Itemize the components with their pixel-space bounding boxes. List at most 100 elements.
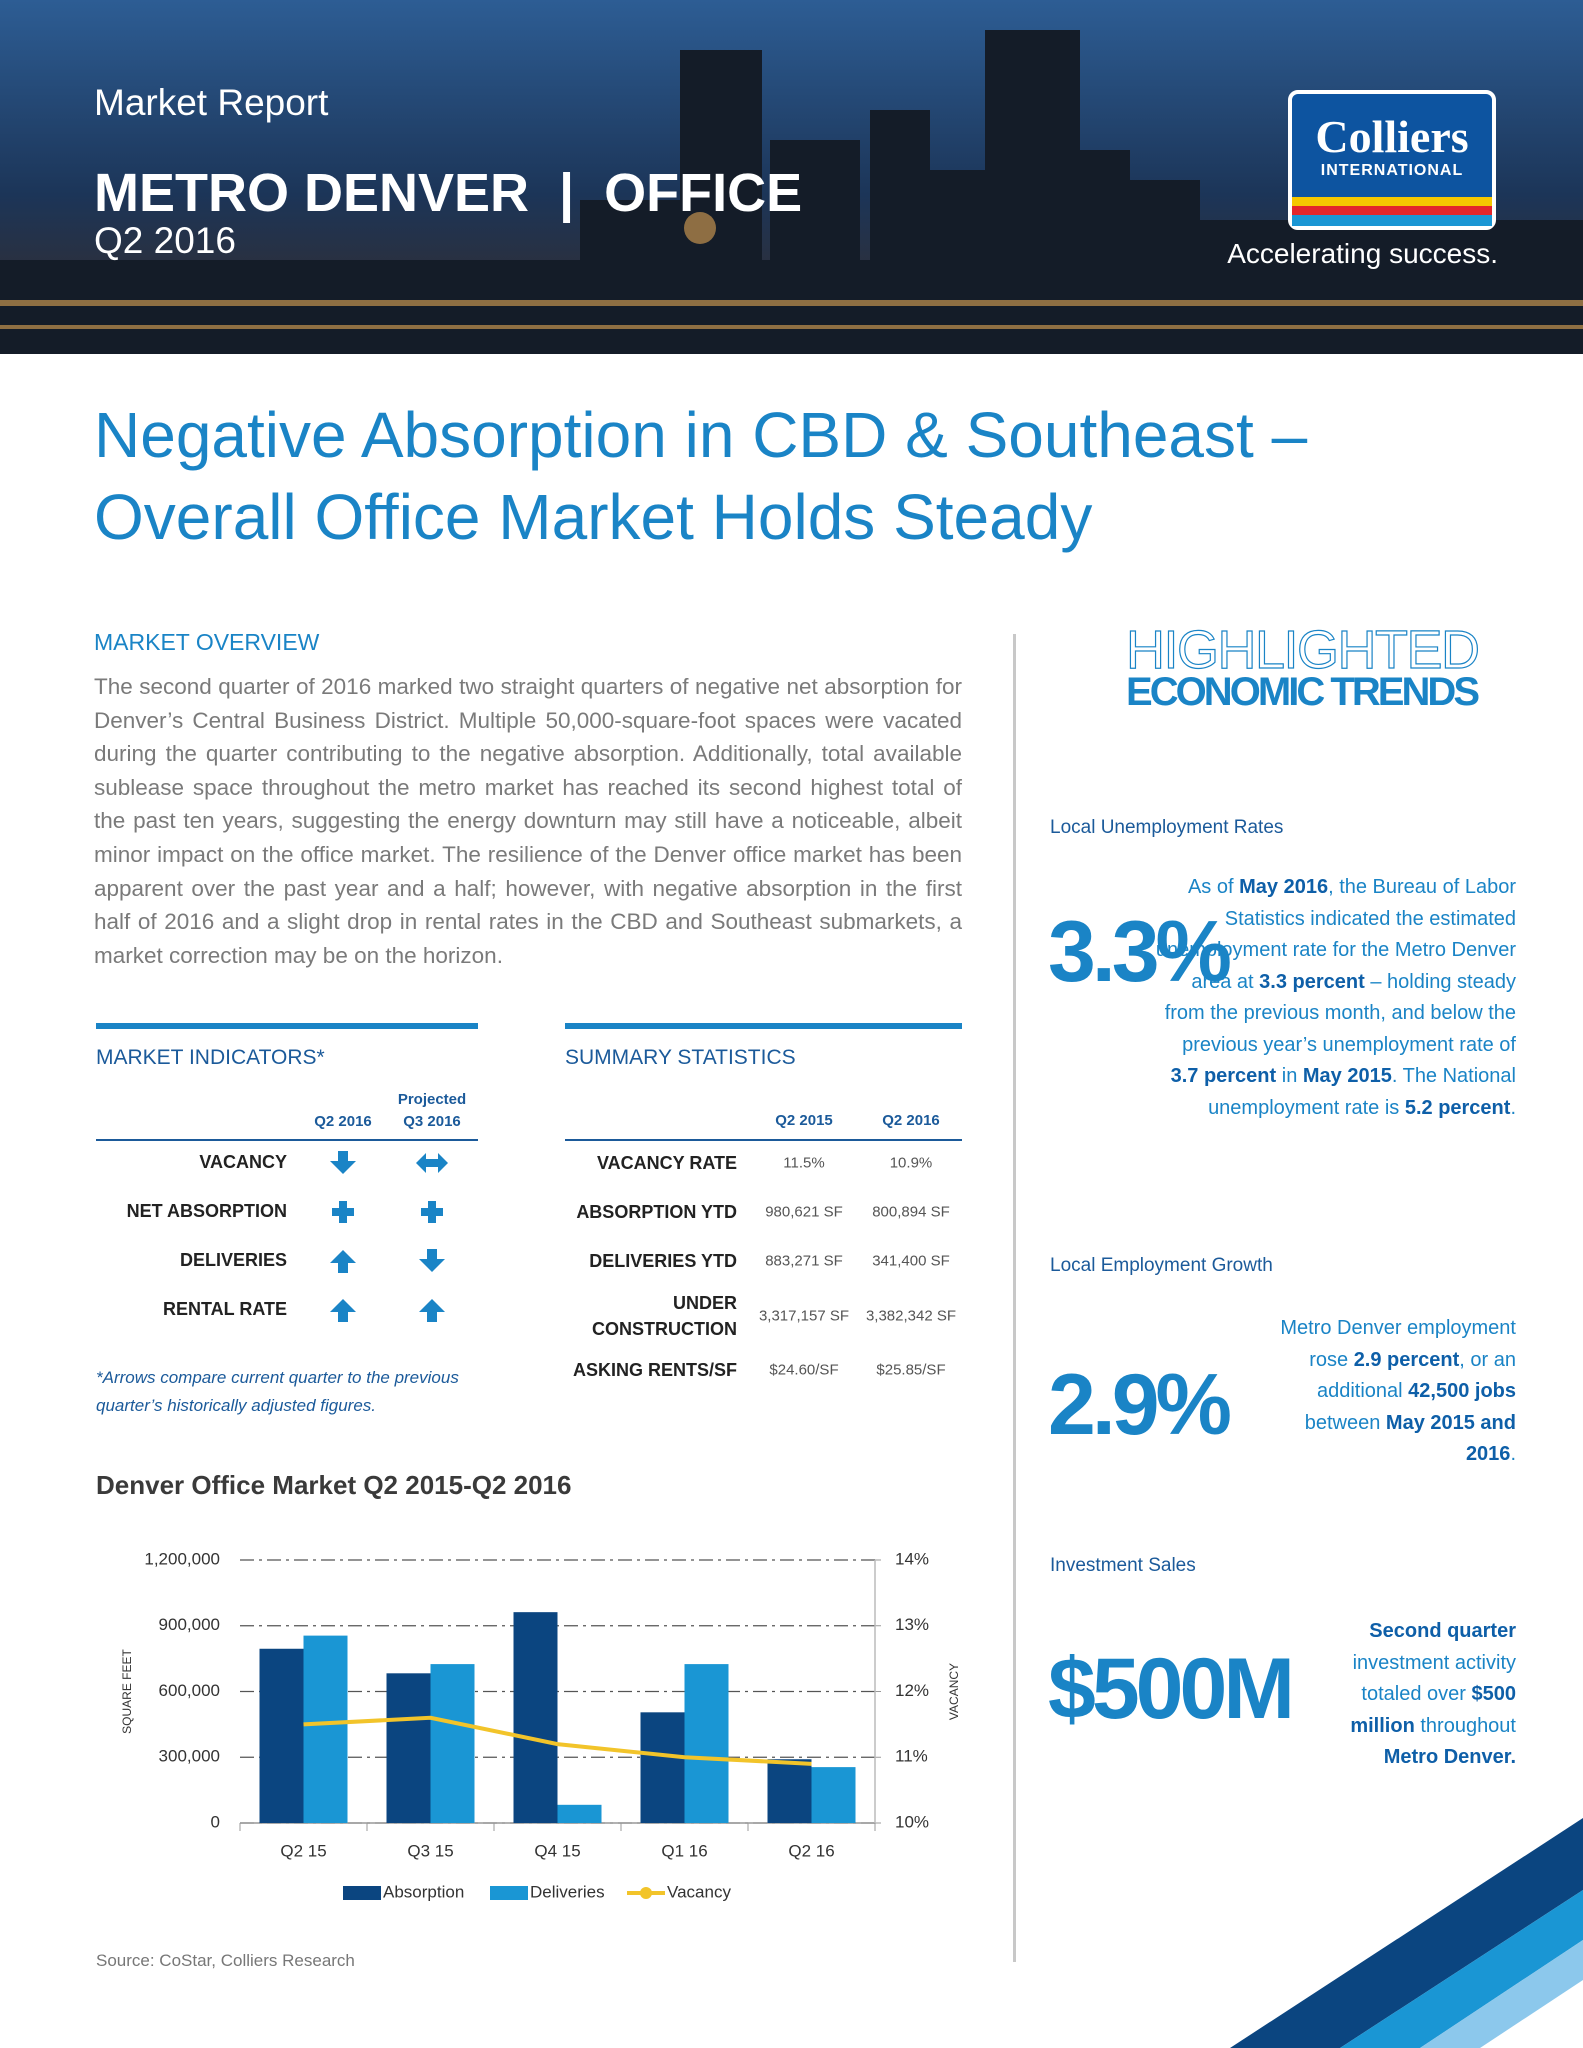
bar xyxy=(811,1767,856,1823)
bar xyxy=(767,1759,812,1823)
headline-line: Negative Absorption in CBD & Southeast – xyxy=(94,399,1308,471)
bar xyxy=(640,1712,685,1823)
section-heading: MARKET OVERVIEW xyxy=(94,629,320,655)
body-text: Metro Denver employment rose xyxy=(1280,1317,1516,1371)
y2-tick-label: 10% xyxy=(895,1812,929,1831)
chart-title: Denver Office Market Q2 2015-Q2 2016 xyxy=(96,1470,572,1500)
cell: 3,317,157 SF xyxy=(758,1307,850,1325)
vacancy-line xyxy=(303,1715,812,1766)
body-bold: Metro Denver. xyxy=(1383,1746,1516,1768)
legend-swatch xyxy=(343,1886,381,1900)
row-label: DELIVERIES xyxy=(179,1250,287,1270)
arrow-plus xyxy=(332,1201,354,1223)
column-header: Projected Q3 2016 xyxy=(397,1091,467,1130)
body-bold: 5.2 percent xyxy=(1404,1096,1511,1119)
body-bold: May 2015 and 2016 xyxy=(1385,1411,1516,1466)
body-text: , or an additional xyxy=(1316,1348,1516,1403)
bar xyxy=(303,1635,348,1823)
y-tick-label: 300,000 xyxy=(159,1747,220,1766)
column-header: Q2 2016 xyxy=(882,1112,940,1129)
cell: $25.85/SF xyxy=(876,1361,946,1379)
arrow-plus xyxy=(421,1201,443,1223)
section-heading: SUMMARY STATISTICS xyxy=(565,1046,796,1069)
highlight-heading: Investment Sales xyxy=(1050,1555,1196,1576)
column-header: Q2 2016 xyxy=(314,1113,372,1130)
body-bold: 3.7 percent xyxy=(1170,1065,1277,1087)
body-bold: 42,500 jobs xyxy=(1408,1380,1516,1402)
x-tick-label: Q3 15 xyxy=(407,1841,453,1860)
header-image xyxy=(0,0,1583,354)
bar xyxy=(430,1664,475,1823)
x-tick-label: Q1 16 xyxy=(661,1841,707,1860)
arrow-down xyxy=(419,1249,445,1272)
body-bold: May 2015 xyxy=(1302,1065,1392,1087)
row-label: DELIVERIES YTD xyxy=(589,1251,737,1271)
source: Source: CoStar, Colliers Research xyxy=(96,1951,355,1970)
y2-tick-label: 13% xyxy=(895,1615,929,1634)
highlights-title-outline: HIGHLIGHTED xyxy=(1126,620,1480,680)
arrow-up xyxy=(419,1299,445,1322)
body-text: . xyxy=(1510,1443,1516,1465)
logo-name: Colliers xyxy=(1315,111,1469,162)
arrow-down xyxy=(330,1151,356,1174)
legend-label: Deliveries xyxy=(530,1882,605,1901)
legend-label: Vacancy xyxy=(667,1882,731,1901)
row-label: VACANCY xyxy=(199,1152,287,1172)
body-text: – holding steady from the previous month… xyxy=(1164,970,1516,1056)
cell: 800,894 SF xyxy=(872,1203,950,1221)
y-tick-label: 900,000 xyxy=(159,1615,220,1634)
highlights-title: HIGHLIGHTED ECONOMIC TRENDS xyxy=(1125,620,1480,714)
x-tick-label: Q2 16 xyxy=(788,1841,834,1860)
body-text: in xyxy=(1276,1065,1303,1087)
y-tick-label: 0 xyxy=(211,1812,220,1831)
body-bold: May 2016 xyxy=(1239,876,1329,898)
bar xyxy=(513,1612,558,1823)
row-label: VACANCY RATE xyxy=(596,1153,737,1173)
indicator-arrows xyxy=(330,1151,448,1322)
corner-decoration xyxy=(1230,1818,1583,2048)
bar xyxy=(386,1673,431,1823)
y-tick-label: 600,000 xyxy=(159,1681,220,1700)
cell: 341,400 SF xyxy=(872,1252,950,1270)
y-tick-label: 1,200,000 xyxy=(144,1549,220,1568)
highlight-body: As of May 2016, the Bureau of Labor Stat… xyxy=(1150,872,1516,1124)
row-label: UNDER CONSTRUCTION xyxy=(592,1293,737,1339)
headline-line: Overall Office Market Holds Steady xyxy=(94,481,1093,553)
row-label: ASKING RENTS/SF xyxy=(572,1360,737,1380)
row-label: ABSORPTION YTD xyxy=(576,1202,737,1222)
column-header: Q2 2015 xyxy=(775,1112,833,1129)
cell: 3,382,342 SF xyxy=(865,1307,957,1325)
y2-axis-label: VACANCY xyxy=(947,1663,961,1720)
highlight-heading: Local Employment Growth xyxy=(1050,1255,1273,1276)
body-bold: 3.3 percent xyxy=(1259,970,1365,993)
report-label: Market Report xyxy=(94,82,329,123)
bar xyxy=(259,1648,304,1823)
highlight-figure: 2.9% xyxy=(1048,1357,1232,1453)
bar xyxy=(557,1804,602,1823)
arrow-up xyxy=(330,1250,356,1273)
body-text: , the Bureau of Labor Statistics indicat… xyxy=(1155,876,1516,993)
cell: 980,621 SF xyxy=(765,1203,843,1221)
row-label: RENTAL RATE xyxy=(163,1299,287,1319)
row-label: NET ABSORPTION xyxy=(126,1201,287,1221)
tagline: Accelerating success. xyxy=(1227,238,1498,269)
body-text: . The National unemployment rate is xyxy=(1208,1065,1516,1119)
highlights-title-bold: ECONOMIC TRENDS xyxy=(1126,670,1480,714)
rule xyxy=(565,1023,962,1029)
legend-label: Absorption xyxy=(383,1882,464,1901)
highlight-figure: $500M xyxy=(1048,1641,1295,1737)
y2-tick-label: 14% xyxy=(895,1549,929,1568)
column-divider xyxy=(1013,634,1016,1962)
legend-swatch xyxy=(640,1887,652,1899)
x-tick-label: Q2 15 xyxy=(280,1841,326,1860)
bar xyxy=(684,1664,729,1823)
report-title: METRO DENVER | OFFICE xyxy=(94,163,803,223)
y2-tick-label: 12% xyxy=(895,1681,929,1700)
rule xyxy=(96,1023,478,1029)
body-bold: 2.9 percent xyxy=(1353,1348,1460,1371)
arrow-up xyxy=(330,1299,356,1322)
cell: $24.60/SF xyxy=(769,1361,839,1379)
overview-text: The second quarter of 2016 marked two st… xyxy=(94,674,962,968)
body-text: As of xyxy=(1187,876,1240,898)
